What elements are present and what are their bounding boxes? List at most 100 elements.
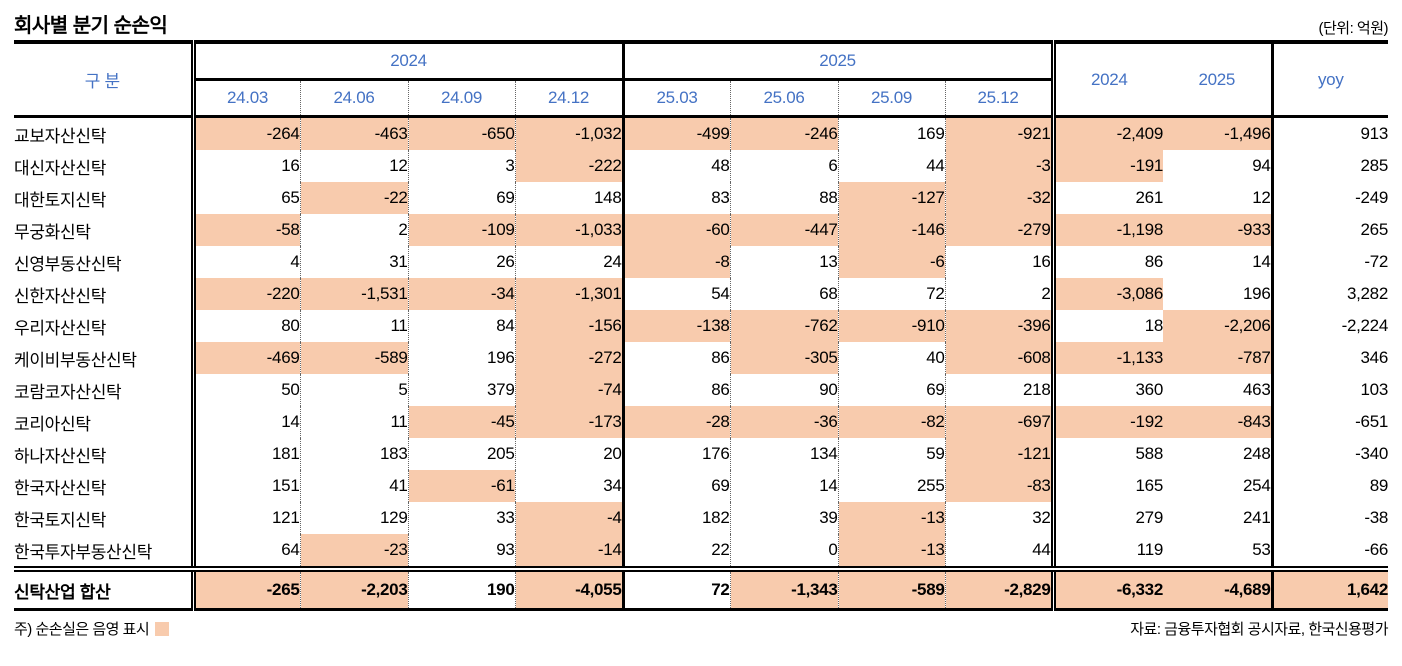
value-cell: -58 [190,214,300,246]
value-cell: -264 [190,115,300,150]
table-row: 한국자산신탁 151 41 -61 34 69 14 255 -83 165 254 89 [14,470,1388,502]
total-label: 신탁산업 합산 [14,566,193,611]
value-cell: 12 [1252,188,1271,207]
footnote-text: 주) 순손실은 음영 표시 [14,621,150,638]
value-cell: -1,133 [1050,342,1163,374]
value-cell: -279 [944,214,1053,246]
value-cell: 261 [1050,182,1163,214]
value-cell: 165 [1050,470,1163,502]
company-name: 신한자산신탁 [14,286,107,306]
value-cell: -34 [407,278,515,310]
report-content: 회사별 분기 순손익 (단위: 억원) 구 분 2024 2025 2024 2… [14,0,1388,639]
value-cell: -1,343 [729,566,838,611]
value-cell: 65 [190,182,300,214]
value-cell: 360 [1050,374,1163,406]
value-cell: 33 [407,502,515,534]
value-cell: -72 [1270,246,1388,278]
value-cell: -2,224 [1270,310,1388,342]
value-cell: 54 [621,278,730,310]
value-cell: -2,409 [1050,115,1163,150]
company-name: 대한토지신탁 [14,190,107,210]
value-cell: 1,642 [1270,566,1388,611]
value-cell: -4,689 [1163,566,1272,611]
value-cell: 241 [1243,508,1271,527]
unit-label: (단위: 억원) [1318,20,1388,37]
total-row: 신탁산업 합산 -265 -2,203 190 -4,055 72 -1,343 -589 -2… [14,566,1388,611]
header-quarter-2406: 24.06 [299,79,408,117]
value-cell: 68 [729,278,838,310]
value-cell: 3,282 [1270,278,1388,310]
value-cell: 93 [407,534,515,569]
value-cell: -1,301 [514,278,623,310]
value-cell: 103 [1270,374,1388,406]
table-body: 교보자산신탁 -264 -463 -650 -1,032 -499 -246 169 -921-… [14,115,1388,569]
company-name: 우리자산신탁 [14,318,107,338]
value-cell: 121 [190,502,300,534]
value-cell: 346 [1270,342,1388,374]
value-cell: 14 [1252,252,1271,271]
value-cell: 11 [299,310,408,342]
value-cell: 44 [944,534,1053,569]
header-quarter-2503: 25.03 [621,79,730,117]
value-cell: -109 [407,214,515,246]
shading-legend-swatch [155,621,170,636]
value-cell: 265 [1270,214,1388,246]
value-cell: 64 [190,534,300,569]
value-cell: -1,033 [514,214,623,246]
value-cell: -82 [837,406,945,438]
value-cell: 53 [1252,540,1271,559]
value-cell: -6,332 [1050,566,1163,611]
value-cell: -843 [1163,406,1272,438]
quarterly-net-income-table: 구 분 2024 2025 2024 2025 yoy 24.03 24.06 … [14,40,1388,611]
table-header: 구 분 2024 2025 2024 2025 yoy 24.03 24.06 … [14,42,1388,117]
value-cell: -28 [621,406,730,438]
table-row: 코람코자산신탁 50 5 379 -74 86 90 69 218 360 463 103 [14,374,1388,406]
value-cell: 59 [837,438,945,470]
value-cell: 13 [729,246,838,278]
value-cell: -13 [837,534,945,569]
value-cell: 24 [514,246,623,278]
value-cell: -13 [837,502,945,534]
header-category: 구 분 [84,72,120,91]
value-cell: -589 [837,566,945,611]
value-cell: -1,198 [1050,214,1163,246]
value-cell: 32 [944,502,1053,534]
value-cell: -83 [944,470,1053,502]
table-row: 대신자산신탁 16 12 3 -222 48 6 44 -3 -191 94 285 [14,150,1388,182]
value-cell: 14 [190,406,300,438]
value-cell: -60 [621,214,730,246]
value-cell: 22 [621,534,730,569]
value-cell: 20 [514,438,623,470]
value-cell: 12 [299,150,408,182]
value-cell: 5 [299,374,408,406]
value-cell: 69 [621,470,730,502]
value-cell: -340 [1270,438,1388,470]
value-cell: 248 [1243,444,1271,463]
title-row: 회사별 분기 순손익 (단위: 억원) [14,0,1388,38]
value-cell: -608 [944,342,1053,374]
value-cell: -1,032 [514,115,623,150]
value-cell: -23 [299,534,408,569]
company-name: 대신자산신탁 [14,158,107,178]
value-cell: 190 [407,566,515,611]
value-cell: -38 [1270,502,1388,534]
value-cell: 18 [1050,310,1163,342]
value-cell: -396 [944,310,1053,342]
company-name: 하나자산신탁 [14,446,107,466]
value-cell: -910 [837,310,945,342]
value-cell: -589 [299,342,408,374]
company-name: 코람코자산신탁 [14,382,122,402]
header-quarter-2409: 24.09 [407,79,515,117]
header-row-quarters: 24.03 24.06 24.09 24.12 25.03 25.06 25.0… [14,79,1388,117]
value-cell: -121 [944,438,1053,470]
value-cell: -32 [944,182,1053,214]
value-cell: -156 [514,310,623,342]
value-cell: 3 [407,150,515,182]
value-cell: 26 [407,246,515,278]
value-cell: 0 [729,534,838,569]
value-cell: 86 [1050,246,1163,278]
value-cell: -2,203 [299,566,408,611]
value-cell: -3 [944,150,1053,182]
value-cell: -305 [729,342,838,374]
value-cell: -463 [299,115,408,150]
